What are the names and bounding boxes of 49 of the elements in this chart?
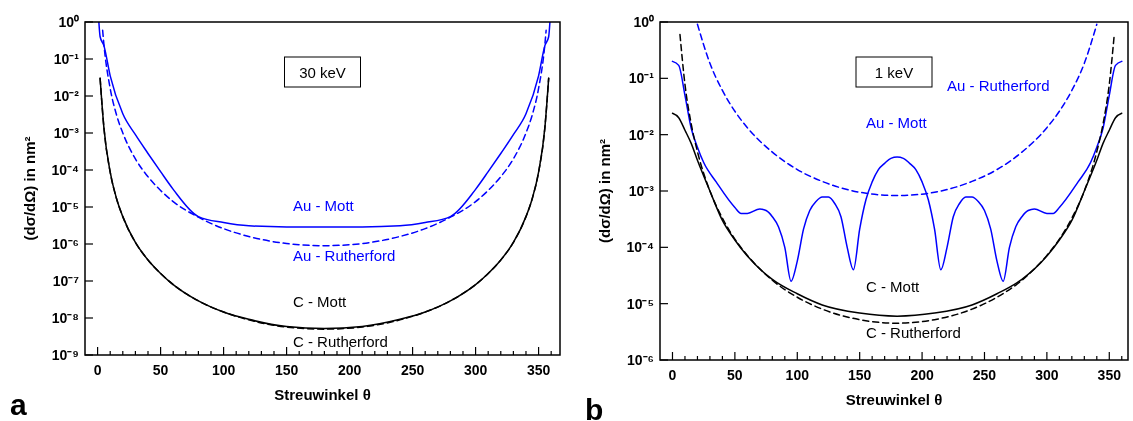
y-axis-title: (dσ/dΩ) in nm² bbox=[21, 136, 38, 241]
y-tick-label: 10⁻⁶ bbox=[51, 236, 79, 252]
y-tick-label: 10⁻¹ bbox=[628, 70, 655, 87]
x-tick-label: 100 bbox=[785, 367, 810, 383]
y-tick-label: 10⁻³ bbox=[53, 125, 80, 141]
x-tick-label: 200 bbox=[910, 367, 934, 383]
x-tick-label: 250 bbox=[400, 362, 425, 378]
x-tick-label: 0 bbox=[93, 362, 102, 378]
y-tick-label: 10⁻⁹ bbox=[51, 347, 79, 363]
y-tick-label: 10⁻⁴ bbox=[626, 239, 655, 256]
x-tick-label: 50 bbox=[152, 362, 169, 378]
x-tick-label: 50 bbox=[727, 367, 743, 383]
y-tick-label: 10⁻² bbox=[628, 126, 655, 143]
series-label: Au - Rutherford bbox=[947, 76, 1050, 94]
x-tick-label: 300 bbox=[463, 362, 488, 378]
y-tick-label: 10⁻³ bbox=[628, 183, 655, 199]
y-tick-label: 10⁰ bbox=[633, 14, 654, 30]
series-label: C - Mott bbox=[292, 292, 348, 310]
x-tick-label: 300 bbox=[1035, 367, 1059, 383]
text: Au - Mott bbox=[865, 114, 928, 132]
x-tick-label: 150 bbox=[274, 362, 299, 378]
y-tick-label: 10⁻⁴ bbox=[51, 162, 80, 178]
series-label: C - Rutherford bbox=[865, 323, 961, 341]
x-tick-label: 200 bbox=[337, 362, 362, 378]
y-tick-label: 10⁻² bbox=[53, 88, 80, 104]
x-tick-label: 250 bbox=[972, 367, 997, 383]
x-tick-label: 350 bbox=[526, 362, 551, 378]
y-tick-label: 10⁰ bbox=[58, 14, 79, 30]
series-label: C - Mott bbox=[865, 278, 921, 296]
x-tick-label: 350 bbox=[1097, 367, 1122, 383]
series-label: C - Rutherford bbox=[292, 333, 388, 351]
text: b bbox=[585, 393, 604, 421]
y-tick-label: 10⁻⁵ bbox=[626, 295, 654, 312]
y-tick-label: 10⁻⁸ bbox=[51, 310, 79, 326]
y-tick-label: 10⁻⁷ bbox=[52, 273, 80, 289]
y-tick-label: 10⁻¹ bbox=[53, 51, 80, 67]
annotation: 1 keV bbox=[874, 64, 914, 81]
y-axis-title: (dσ/dΩ) in nm² bbox=[596, 139, 613, 243]
x-tick-label: 100 bbox=[211, 362, 236, 378]
series-label: Au - Rutherford bbox=[292, 246, 396, 264]
x-tick-label: 0 bbox=[668, 367, 677, 383]
x-tick-label: 150 bbox=[848, 367, 872, 383]
y-tick-label: 10⁻⁵ bbox=[51, 199, 79, 215]
x-axis-title: Streuwinkel θ bbox=[845, 391, 943, 408]
text: a bbox=[10, 388, 27, 421]
x-axis-title: Streuwinkel θ bbox=[274, 386, 371, 403]
y-tick-label: 10⁻⁶ bbox=[626, 352, 654, 368]
series-label: Au - Mott bbox=[292, 196, 355, 214]
annotation: 30 keV bbox=[299, 64, 346, 81]
